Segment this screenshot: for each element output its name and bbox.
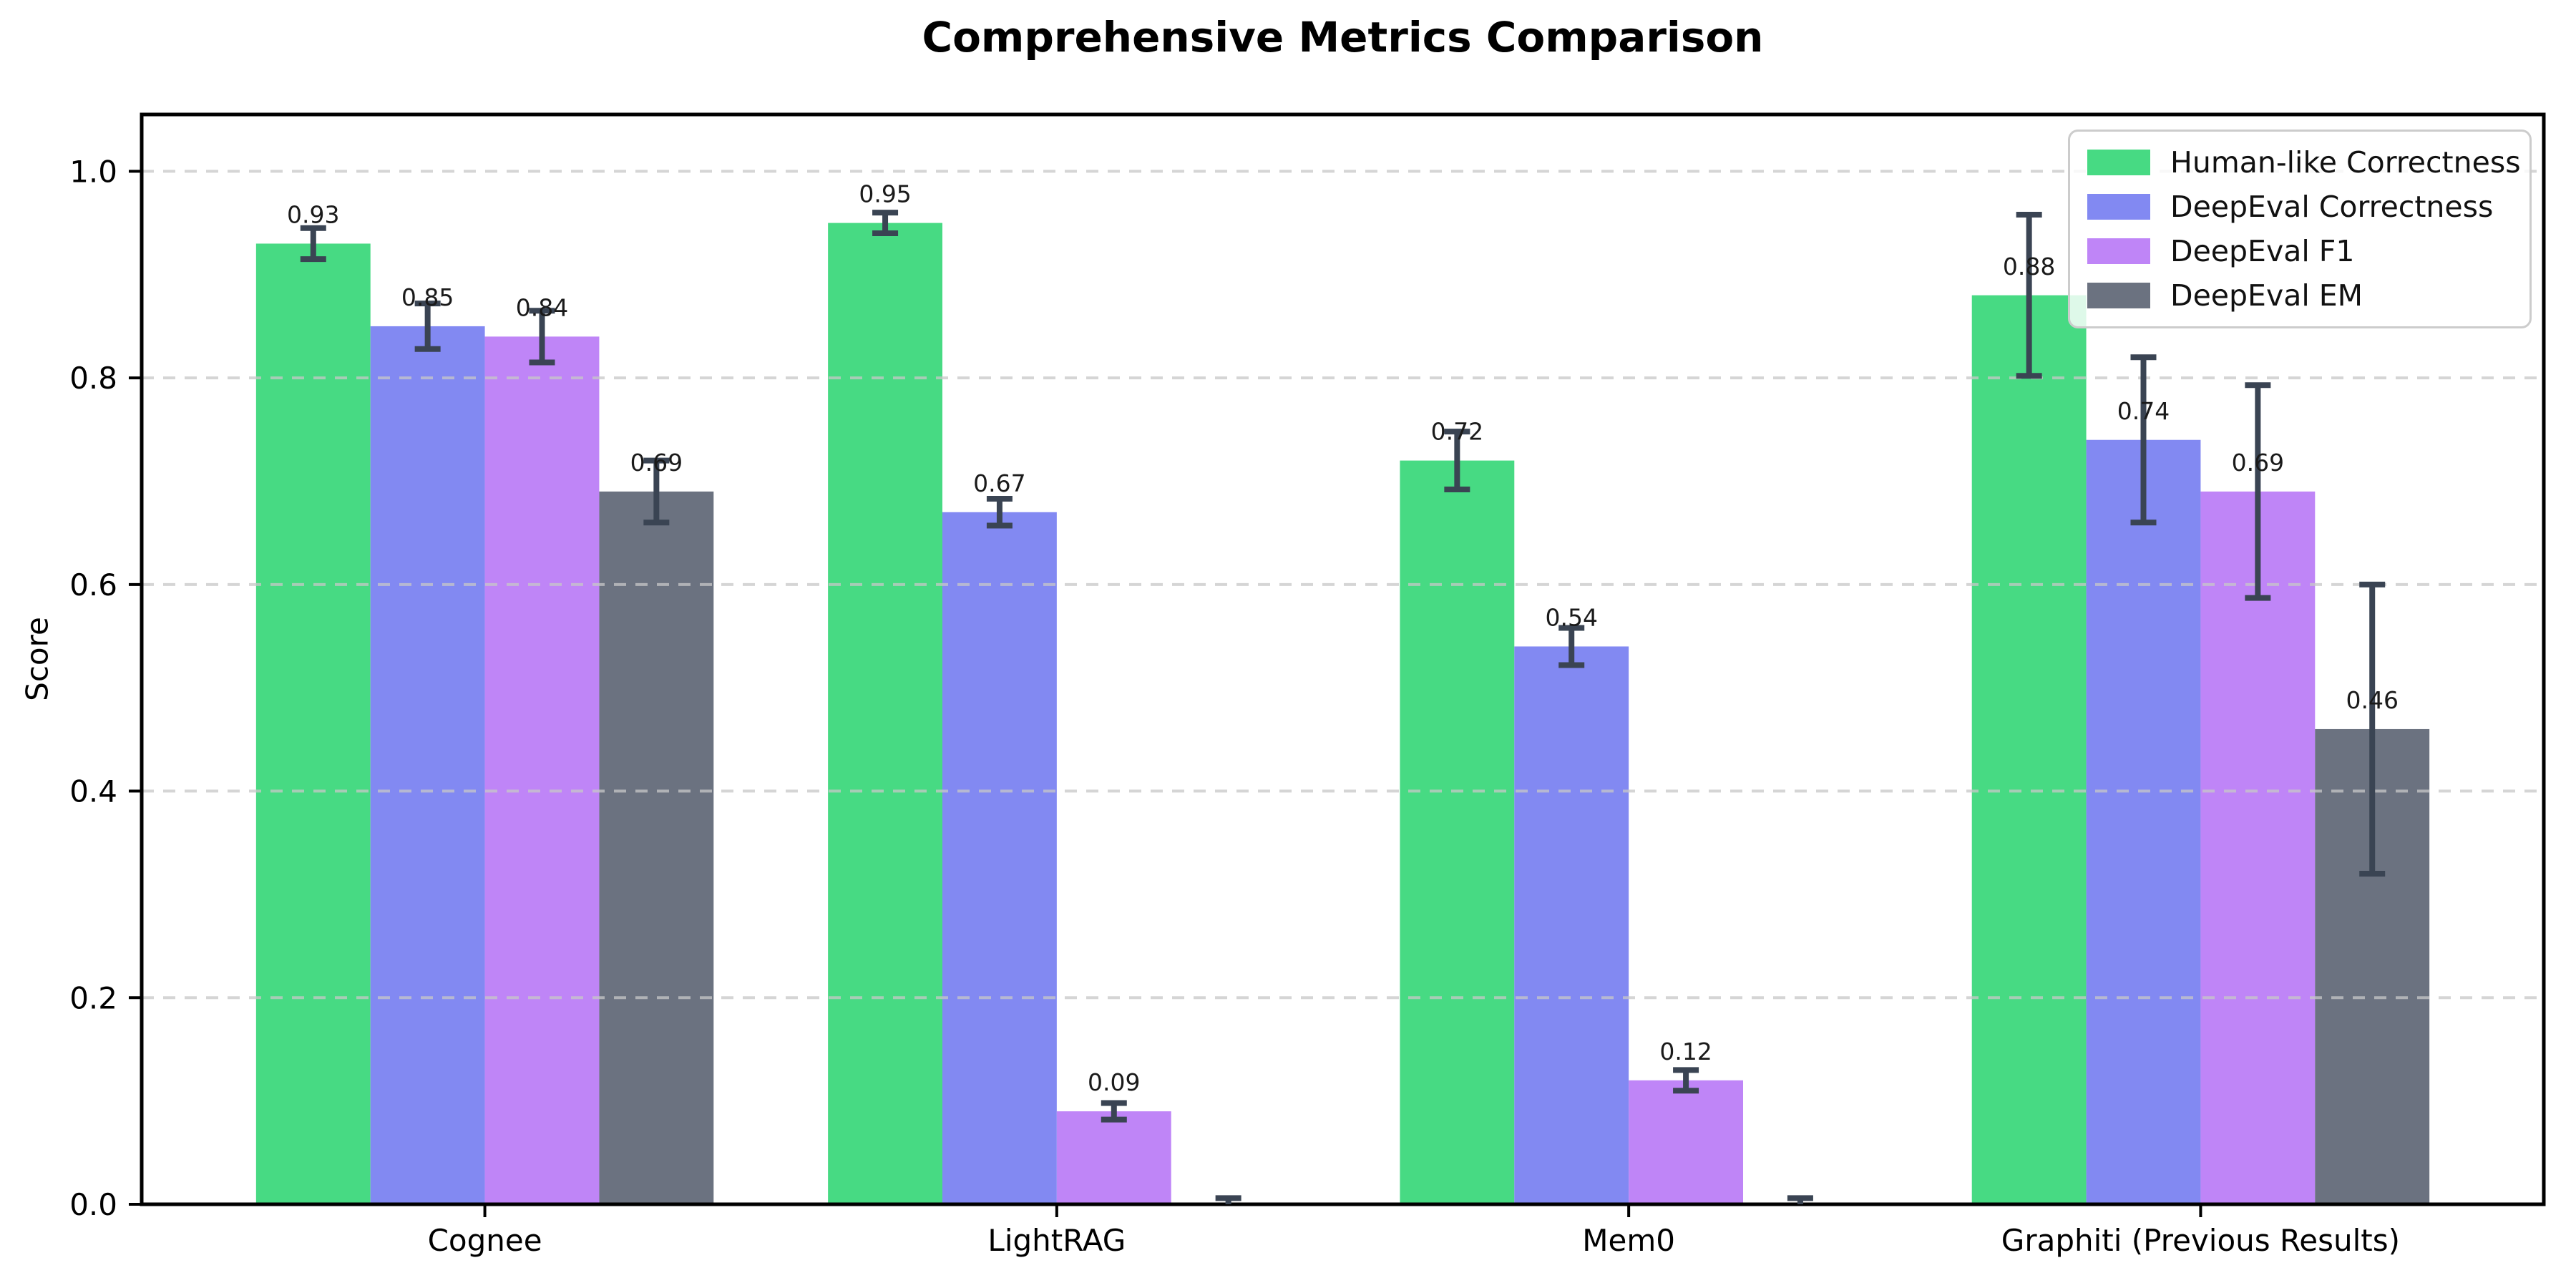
y-tick-label: 0.2	[69, 980, 117, 1015]
bar	[1400, 460, 1515, 1204]
bar	[484, 336, 600, 1205]
bar-value-label: 0.95	[859, 180, 911, 208]
bar	[2200, 491, 2316, 1204]
bar-value-label: 0.46	[2346, 686, 2398, 714]
bar	[2086, 439, 2201, 1204]
bar	[1629, 1080, 1743, 1204]
legend-item: DeepEval EM	[2087, 278, 2512, 313]
bar-value-label: 0.54	[1545, 604, 1597, 632]
y-tick-label: 1.0	[69, 154, 117, 189]
bar-value-label: 0.88	[2003, 253, 2055, 280]
bar-value-label: 0.93	[287, 201, 339, 229]
x-tick-label: Cognee	[428, 1223, 542, 1258]
bar-value-label: 0.84	[516, 294, 568, 322]
legend-swatch-human-like-correctness	[2087, 150, 2150, 175]
bar	[942, 512, 1057, 1204]
legend-item: Human-like Correctness	[2087, 145, 2521, 180]
y-tick-label: 0.8	[69, 361, 117, 396]
legend-swatch-deepeval-f1	[2087, 238, 2150, 264]
bar	[599, 491, 714, 1204]
bar	[1056, 1111, 1171, 1204]
axes-spines	[140, 112, 2546, 1206]
bar-value-label: 0.85	[401, 283, 454, 311]
bar	[828, 223, 942, 1205]
legend-label: DeepEval F1	[2170, 234, 2355, 268]
legend-label: Human-like Correctness	[2170, 145, 2521, 180]
y-tick-label: 0.0	[69, 1187, 117, 1222]
y-tick-label: 0.4	[69, 774, 117, 809]
bar-value-label: 0.67	[973, 469, 1025, 497]
bar-value-label: 0.69	[630, 449, 683, 477]
legend-item: DeepEval Correctness	[2087, 189, 2512, 225]
bar	[370, 326, 485, 1205]
bar-value-label: 0.72	[1431, 418, 1483, 446]
x-tick-label: LightRAG	[987, 1223, 1126, 1258]
x-tick-label: Mem0	[1582, 1223, 1675, 1258]
bar	[255, 243, 371, 1205]
bar	[1971, 295, 2087, 1204]
legend-label: DeepEval EM	[2170, 278, 2363, 313]
bar-value-label: 0.12	[1659, 1038, 1712, 1065]
chart-title: Comprehensive Metrics Comparison	[922, 13, 1764, 62]
bar-value-label: 0.69	[2232, 449, 2284, 477]
x-tick-label: Graphiti (Previous Results)	[2001, 1223, 2400, 1258]
legend-swatch-deepeval-em	[2087, 283, 2150, 308]
bar-value-label: 0.74	[2117, 397, 2170, 425]
legend-label: DeepEval Correctness	[2170, 190, 2494, 224]
bar-value-label: 0.09	[1088, 1068, 1140, 1096]
y-tick-label: 0.6	[69, 567, 117, 602]
legend-item: DeepEval F1	[2087, 233, 2512, 269]
legend-box: Human-like Correctness DeepEval Correctn…	[2068, 130, 2532, 328]
legend-swatch-deepeval-correctness	[2087, 194, 2150, 220]
bar	[1514, 646, 1629, 1204]
